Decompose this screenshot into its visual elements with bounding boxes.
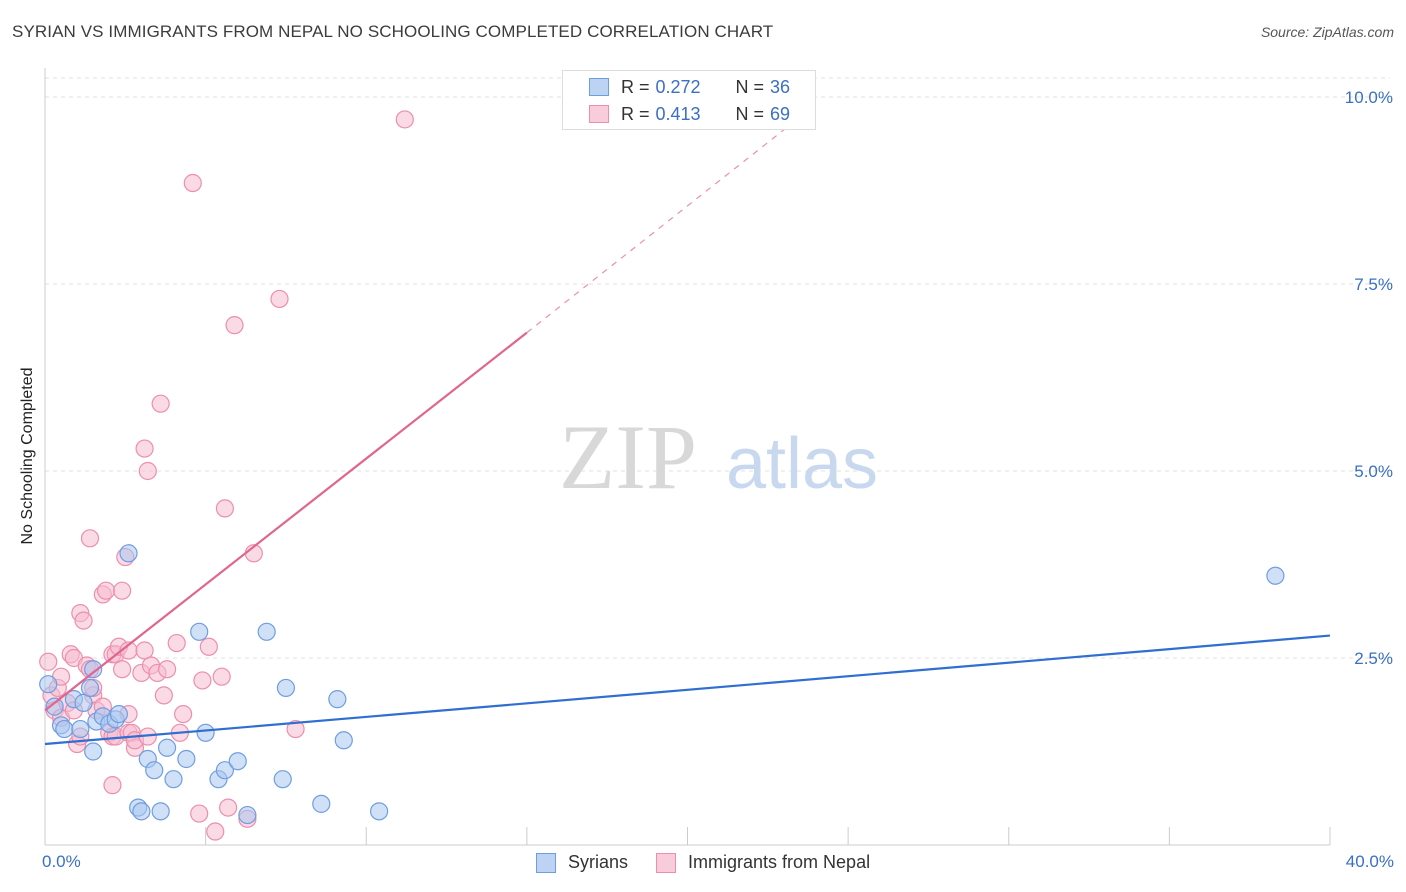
legend-swatch-syrians [536, 852, 556, 873]
syrian-point [276, 678, 296, 698]
nepal-point [96, 581, 116, 600]
axes [44, 68, 1331, 846]
chart-title: SYRIAN VS IMMIGRANTS FROM NEPAL NO SCHOO… [12, 22, 774, 41]
nepal-point [215, 499, 234, 518]
syrian-point [273, 770, 292, 789]
syrian-point [80, 678, 100, 698]
legend-row-nepal: R = 0.413 N = 69 [589, 101, 790, 127]
x-tick-min: 0.0% [42, 852, 81, 871]
nepal-point [183, 173, 202, 193]
syrian-point [370, 802, 389, 821]
syrian-point [109, 704, 128, 724]
legend-n-label: N = [735, 103, 765, 124]
syrian-point [84, 742, 103, 761]
legend-swatch-nepal [589, 105, 609, 123]
trend-line-nepal [44, 331, 528, 712]
nepal-point [212, 667, 231, 686]
watermark-atlas: atlas [726, 424, 878, 504]
nepal-point [151, 394, 170, 413]
syrian-point [328, 690, 347, 709]
trend-lines [44, 104, 1331, 746]
legend-r-label: R = [621, 76, 650, 97]
legend-swatch-syrians [589, 78, 609, 96]
nepal-point [199, 637, 218, 656]
nepal-point [157, 660, 177, 679]
syrian-point [145, 761, 164, 780]
nepal-point [39, 652, 58, 671]
syrian-point [215, 761, 234, 780]
series-syrians-points [39, 544, 1285, 825]
syrian-point [157, 738, 177, 757]
syrian-point [164, 770, 183, 789]
legend-row-syrians: R = 0.272 N = 36 [589, 74, 790, 100]
legend-swatch-nepal [656, 852, 677, 873]
legend-label-syrians: Syrians [568, 852, 629, 872]
source-credit: Source: ZipAtlas.com [1260, 24, 1394, 40]
legend-n-value-nepal: 69 [770, 103, 791, 124]
syrian-point [190, 622, 209, 641]
trend-line-syrians [44, 634, 1331, 746]
syrian-point [119, 544, 138, 563]
nepal-point [74, 611, 93, 630]
correlation-legend: R = 0.272 N = 36 R = 0.413 N = 69 [562, 70, 816, 130]
nepal-point [103, 776, 122, 795]
series-nepal-points [39, 110, 414, 841]
y-tick-label: 2.5% [1354, 649, 1393, 668]
syrian-point [55, 719, 74, 739]
nepal-point [135, 641, 154, 660]
syrian-point [312, 794, 331, 813]
syrian-point [45, 697, 64, 716]
watermark: ZIP atlas [559, 406, 878, 508]
syrian-point [196, 723, 215, 742]
legend-r-value-nepal: 0.413 [655, 103, 701, 124]
nepal-point [80, 529, 100, 548]
legend-n-value-syrians: 36 [770, 76, 791, 97]
legend-r-label: R = [621, 103, 650, 124]
legend-n-label: N = [735, 76, 765, 97]
nepal-point [112, 581, 132, 600]
syrian-point [228, 752, 247, 771]
watermark-zip: ZIP [559, 406, 697, 508]
series-legend: Syrians Immigrants from Nepal [536, 852, 898, 873]
nepal-point [174, 704, 193, 724]
syrian-point [238, 805, 257, 825]
legend-item-nepal[interactable]: Immigrants from Nepal [656, 852, 870, 873]
nepal-point [112, 660, 132, 679]
y-tick-label: 5.0% [1354, 462, 1393, 481]
syrian-point [257, 622, 276, 641]
legend-label-nepal: Immigrants from Nepal [688, 852, 871, 872]
nepal-point [270, 289, 289, 309]
gridlines [45, 77, 1390, 659]
trend-line-nepal-extension [526, 104, 817, 334]
syrian-point [39, 675, 58, 694]
y-tick-label: 7.5% [1354, 275, 1393, 294]
y-tick-labels: 2.5% 5.0% 7.5% 10.0% [1345, 88, 1393, 668]
nepal-point [135, 439, 154, 458]
syrian-point [84, 660, 103, 679]
syrian-point [177, 749, 196, 769]
syrian-point [334, 731, 353, 750]
legend-r-value-syrians: 0.272 [655, 76, 701, 97]
syrian-point [151, 802, 170, 821]
syrian-point [71, 719, 90, 739]
syrian-point [1266, 566, 1285, 585]
nepal-point [190, 804, 209, 823]
syrian-point [132, 802, 151, 821]
y-tick-label: 10.0% [1345, 88, 1393, 107]
syrian-point [74, 693, 93, 712]
nepal-point [225, 316, 244, 335]
nepal-point [395, 110, 414, 129]
nepal-point [167, 633, 186, 653]
nepal-point [206, 822, 225, 841]
nepal-point [138, 461, 157, 481]
nepal-point [286, 719, 305, 739]
legend-item-syrians[interactable]: Syrians [536, 852, 628, 873]
nepal-point [219, 798, 238, 817]
nepal-point [193, 671, 212, 690]
x-tick-max: 40.0% [1345, 852, 1394, 871]
nepal-point [154, 686, 173, 705]
